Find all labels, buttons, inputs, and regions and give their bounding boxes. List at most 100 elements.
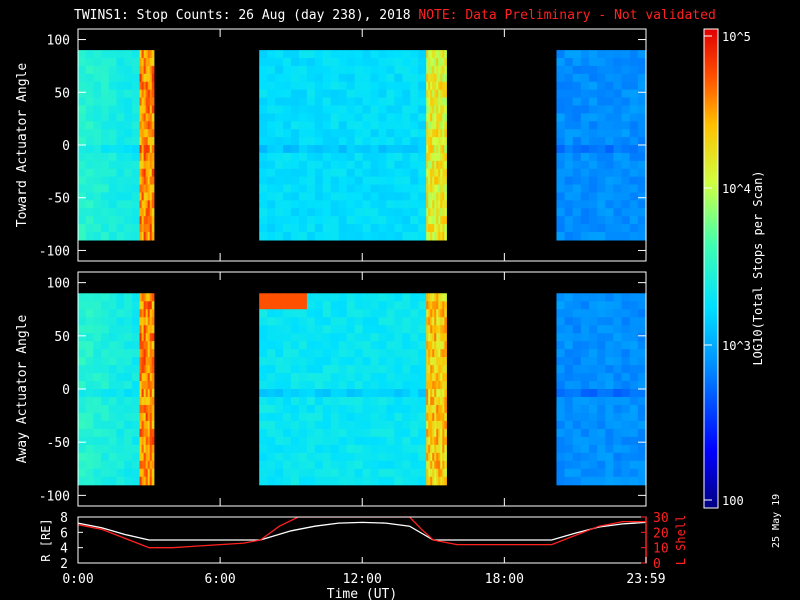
heatmap-cell (139, 81, 143, 91)
heatmap-cell (85, 468, 94, 478)
heatmap-cell (151, 176, 155, 186)
y-tick-label: -50 (47, 192, 70, 207)
heatmap-cell (436, 317, 439, 326)
heatmap-cell (564, 145, 574, 154)
heatmap-cell (116, 428, 125, 438)
heatmap-cell (564, 176, 574, 186)
heatmap-cell (428, 73, 431, 83)
heatmap-cell (346, 389, 356, 398)
heatmap-cell (314, 58, 324, 67)
heatmap-cell (85, 396, 94, 406)
heatmap-cell (354, 200, 364, 209)
heatmap-cell (378, 381, 388, 390)
heatmap-cell (428, 301, 431, 310)
heatmap-cell (438, 357, 441, 366)
heatmap-cell (291, 105, 300, 114)
heatmap-cell (426, 412, 429, 422)
heatmap-cell (108, 373, 118, 382)
heatmap-cell (131, 341, 141, 350)
heatmap-cell (386, 309, 395, 318)
heatmap-cell (267, 349, 276, 358)
heatmap-cell (149, 452, 153, 462)
heatmap-cell (85, 293, 94, 302)
heatmap-cell (378, 365, 388, 374)
heatmap-cell (322, 444, 332, 454)
heatmap-cell (131, 137, 141, 146)
heatmap-cell (556, 381, 566, 390)
heatmap-cell (572, 325, 582, 334)
heatmap-cell (151, 357, 155, 366)
heatmap-cell (629, 184, 639, 194)
heatmap-cell (124, 192, 133, 201)
heatmap-cell (564, 224, 574, 233)
heatmap-cell (444, 317, 447, 326)
heatmap-cell (338, 200, 348, 209)
heatmap-cell (330, 50, 340, 59)
heatmap-cell (432, 436, 435, 446)
heatmap-cell (322, 216, 332, 225)
heatmap-cell (580, 58, 590, 67)
heatmap-cell (78, 468, 87, 478)
heatmap-cell (426, 317, 429, 326)
heatmap-cell (147, 200, 151, 209)
heatmap-cell (131, 404, 141, 414)
heatmap-cell (78, 208, 87, 217)
heatmap-cell (283, 389, 292, 398)
heatmap-cell (629, 365, 639, 374)
heatmap-cell (430, 58, 433, 67)
heatmap-cell (418, 89, 427, 99)
heatmap-cell (116, 184, 125, 194)
heatmap-cell (145, 50, 149, 59)
heatmap-cell (613, 105, 623, 114)
heatmap-cell (338, 129, 348, 138)
heatmap-cell (78, 216, 87, 225)
heatmap-cell (440, 420, 443, 430)
heatmap-cell (108, 349, 118, 358)
heatmap-cell (402, 81, 411, 91)
heatmap-cell (556, 58, 566, 67)
heatmap-cell (432, 192, 435, 201)
heatmap-cell (629, 200, 639, 209)
heatmap-cell (354, 121, 364, 130)
heatmap-cell (444, 145, 447, 154)
heatmap-cell (298, 349, 308, 358)
heatmap-cell (418, 121, 427, 130)
heatmap-cell (267, 176, 276, 186)
heatmap-cell (440, 216, 443, 225)
heatmap-cell (613, 341, 623, 350)
heatmap-cell (444, 176, 447, 186)
heatmap-cell (151, 184, 155, 194)
heatmap-cell (597, 444, 606, 454)
heatmap-cell (275, 89, 284, 99)
colorbar-tick-label: 10^3 (722, 339, 751, 353)
heatmap-cell (580, 412, 590, 422)
heatmap-cell (434, 176, 437, 186)
heatmap-cell (434, 58, 437, 67)
heatmap-cell (637, 184, 647, 194)
heatmap-cell (444, 65, 447, 75)
heatmap-cell (145, 113, 149, 122)
heatmap-cell (78, 137, 87, 146)
heatmap-cell (275, 113, 284, 122)
heatmap-cell (434, 404, 437, 414)
heatmap-cell (621, 97, 631, 107)
heatmap-cell (338, 145, 348, 154)
heatmap-cell (116, 208, 125, 217)
heatmap-cell (378, 301, 388, 310)
heatmap-cell (101, 293, 110, 302)
heatmap-cell (116, 476, 125, 486)
heatmap-cell (78, 396, 87, 406)
heatmap-cell (124, 436, 133, 446)
heatmap-cell (314, 412, 324, 422)
heatmap-cell (378, 476, 388, 486)
heatmap-cell (143, 50, 147, 59)
heatmap-cell (386, 460, 395, 470)
heatmap-cell (564, 168, 574, 178)
heatmap-cell (438, 325, 441, 334)
heatmap-cell (291, 309, 300, 318)
heatmap-cell (306, 293, 316, 302)
heatmap-cell (394, 113, 403, 122)
heatmap-cell (149, 412, 153, 422)
heatmap-cell (402, 58, 411, 67)
